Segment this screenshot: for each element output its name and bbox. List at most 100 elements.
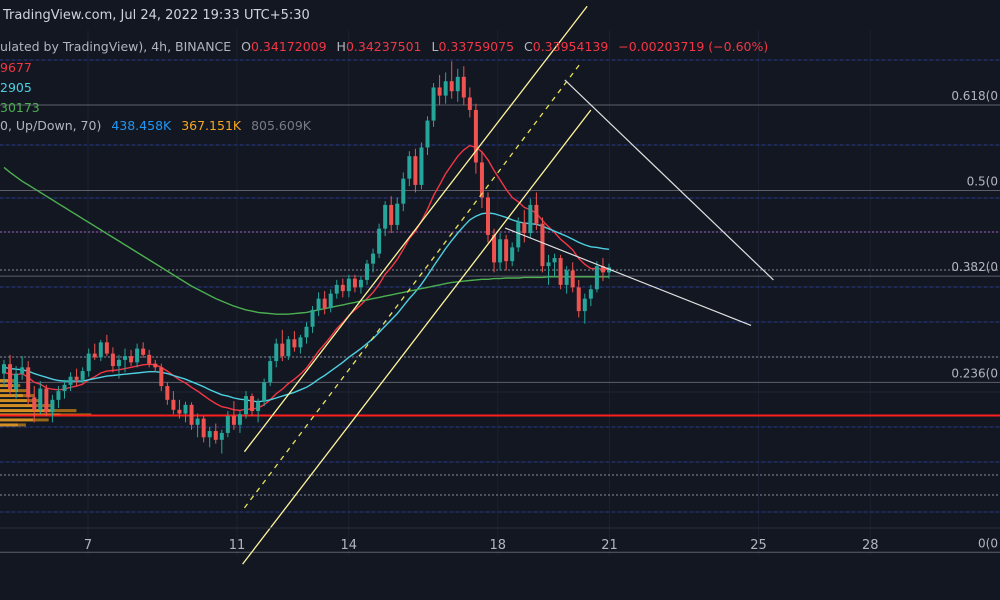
candle-up bbox=[607, 267, 611, 273]
candle-down bbox=[165, 386, 170, 400]
candle-up bbox=[443, 81, 448, 96]
candle-up bbox=[431, 87, 436, 121]
candle-up bbox=[123, 356, 127, 360]
candle-down bbox=[213, 431, 218, 440]
vp-bar-up bbox=[0, 423, 19, 427]
candle-up bbox=[298, 337, 303, 348]
candle-down bbox=[600, 266, 605, 273]
candle-up bbox=[274, 343, 279, 362]
ma-green-value: 30173 bbox=[0, 100, 40, 115]
grid bbox=[0, 30, 1000, 556]
ma-cyan-value: 2905 bbox=[0, 80, 32, 95]
candle-up bbox=[207, 431, 212, 438]
candle-up bbox=[183, 404, 188, 414]
candle-down bbox=[479, 162, 484, 198]
candles bbox=[2, 61, 611, 454]
fib-label: 0.382(0 bbox=[951, 260, 998, 274]
candle-up bbox=[346, 278, 351, 292]
candle-down bbox=[576, 287, 581, 312]
candle-up bbox=[582, 298, 587, 312]
x-tick-label: 7 bbox=[84, 538, 92, 553]
candle-down bbox=[110, 353, 115, 367]
trendlines bbox=[242, 5, 774, 565]
candle-down bbox=[473, 109, 478, 163]
candle-down bbox=[104, 342, 109, 354]
candle-up bbox=[455, 76, 460, 92]
candle-up bbox=[371, 253, 376, 264]
candle-up bbox=[407, 156, 412, 179]
candle-down bbox=[280, 343, 285, 357]
candle-up bbox=[425, 120, 430, 148]
x-tick-label: 25 bbox=[750, 538, 767, 553]
ma-green-legend[interactable]: 30173 bbox=[0, 100, 40, 115]
candle-up bbox=[401, 178, 406, 204]
volume-profile-legend[interactable]: 0, Up/Down, 70) 438.458K 367.151K 805.60… bbox=[0, 118, 311, 133]
candle-up bbox=[528, 204, 533, 234]
x-tick-label: 14 bbox=[340, 538, 357, 553]
close-label: C bbox=[524, 39, 533, 54]
x-tick-label: 18 bbox=[489, 538, 506, 553]
vp-bar-down bbox=[33, 418, 49, 422]
candle-up bbox=[135, 348, 140, 363]
candle-down bbox=[74, 376, 79, 380]
candle-up bbox=[56, 391, 61, 400]
candle-up bbox=[68, 376, 73, 385]
candle-down bbox=[492, 234, 497, 263]
candle-up bbox=[62, 384, 67, 392]
ma-red-legend[interactable]: 9677 bbox=[0, 60, 32, 75]
candle-up bbox=[268, 361, 273, 383]
ma-cyan-legend[interactable]: 2905 bbox=[0, 80, 32, 95]
candle-down bbox=[189, 404, 194, 425]
channel-upper-line bbox=[243, 5, 588, 453]
open-label: O bbox=[241, 39, 251, 54]
candle-down bbox=[153, 363, 158, 368]
candle-up bbox=[50, 399, 55, 413]
high-value: 0.34237501 bbox=[345, 39, 422, 54]
vp-bar-up bbox=[0, 379, 11, 383]
candle-up bbox=[510, 247, 515, 262]
symbol-description[interactable]: ulated by TradingView), 4h, BINANCE bbox=[0, 39, 232, 54]
moving-average-line bbox=[3, 166, 609, 315]
ohlc-legend: ulated by TradingView), 4h, BINANCE O 0.3… bbox=[0, 39, 768, 54]
x-tick-label: 21 bbox=[601, 538, 618, 553]
candle-down bbox=[92, 353, 97, 358]
vp-bar-up bbox=[0, 409, 52, 413]
candle-up bbox=[546, 262, 551, 267]
moving-average-line bbox=[3, 144, 609, 412]
candle-up bbox=[419, 147, 424, 185]
candle-down bbox=[558, 258, 563, 285]
candle-down bbox=[129, 356, 134, 363]
candle-up bbox=[594, 266, 599, 290]
candle-down bbox=[8, 364, 13, 390]
candle-down bbox=[159, 367, 164, 387]
candle-down bbox=[147, 354, 152, 364]
candle-up bbox=[262, 382, 267, 402]
candle-up bbox=[395, 203, 400, 225]
vp-bar-up bbox=[0, 394, 23, 398]
candle-up bbox=[564, 270, 569, 285]
vp-bar-up bbox=[0, 389, 19, 393]
low-label: L bbox=[431, 39, 439, 54]
candle-down bbox=[486, 197, 490, 235]
candle-down bbox=[340, 284, 345, 292]
candle-up bbox=[225, 416, 230, 433]
candle-up bbox=[286, 339, 291, 357]
candle-up bbox=[20, 367, 25, 374]
candle-up bbox=[80, 371, 85, 380]
candle-down bbox=[201, 418, 206, 438]
change-value: −0.00203719 (−0.60%) bbox=[618, 39, 769, 54]
candle-down bbox=[534, 204, 539, 224]
candle-up bbox=[516, 222, 521, 248]
wedge-upper-line bbox=[564, 79, 774, 281]
candle-up bbox=[310, 309, 315, 327]
candle-up bbox=[195, 418, 200, 425]
candle-up bbox=[328, 293, 333, 308]
vp-bar-down bbox=[18, 389, 27, 393]
candle-down bbox=[522, 222, 527, 234]
vp-bar-up bbox=[0, 418, 34, 422]
candle-down bbox=[171, 399, 176, 410]
candle-up bbox=[383, 204, 388, 229]
vp-bar-up bbox=[0, 404, 37, 408]
